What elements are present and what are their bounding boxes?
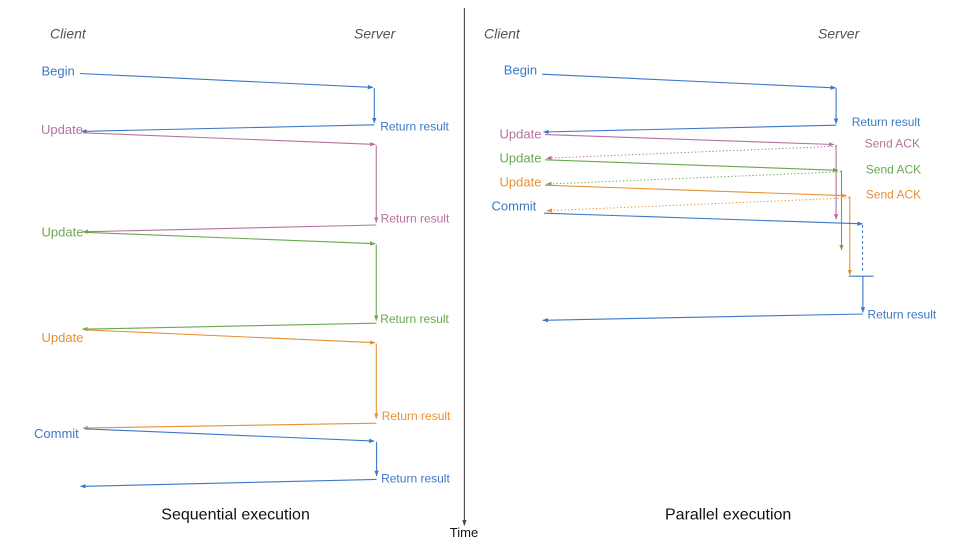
svg-text:Return result: Return result xyxy=(868,307,937,321)
svg-text:Server: Server xyxy=(354,25,397,41)
svg-text:Update: Update xyxy=(41,122,83,137)
svg-text:Commit: Commit xyxy=(492,199,537,214)
svg-text:Update: Update xyxy=(42,224,84,239)
svg-text:Return result: Return result xyxy=(852,115,921,129)
svg-text:Client: Client xyxy=(50,25,87,41)
svg-text:Return result: Return result xyxy=(381,472,450,486)
svg-text:Update: Update xyxy=(500,175,542,190)
svg-text:Send ACK: Send ACK xyxy=(865,136,920,150)
svg-text:Commit: Commit xyxy=(34,426,79,441)
svg-text:Update: Update xyxy=(500,126,542,141)
svg-text:Parallel execution: Parallel execution xyxy=(665,506,791,523)
svg-text:Server: Server xyxy=(818,25,861,41)
svg-text:Return result: Return result xyxy=(382,409,451,423)
svg-text:Time: Time xyxy=(450,525,478,540)
svg-text:Send ACK: Send ACK xyxy=(866,188,921,202)
svg-text:Send ACK: Send ACK xyxy=(866,162,921,176)
svg-text:Update: Update xyxy=(42,330,84,345)
svg-text:Return result: Return result xyxy=(380,119,449,133)
svg-text:Begin: Begin xyxy=(504,62,537,77)
svg-text:Client: Client xyxy=(484,25,521,41)
svg-text:Return result: Return result xyxy=(380,312,449,326)
svg-text:Begin: Begin xyxy=(42,63,75,78)
svg-text:Sequential execution: Sequential execution xyxy=(161,506,310,523)
svg-text:Return result: Return result xyxy=(381,212,450,226)
svg-text:Update: Update xyxy=(500,151,542,166)
